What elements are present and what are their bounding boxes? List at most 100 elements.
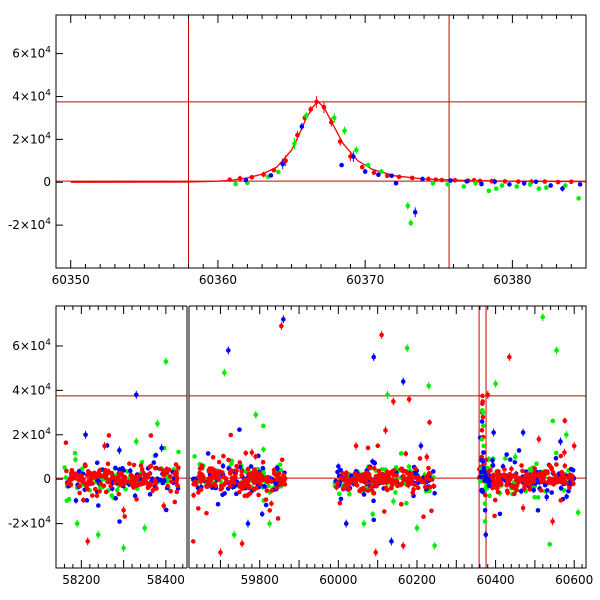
blue-data-point (113, 496, 119, 501)
blue-data-point (159, 445, 164, 451)
green-data-point (303, 113, 309, 119)
blue-data-point (432, 490, 437, 496)
red-data-point (221, 453, 226, 459)
red-data-point (485, 392, 491, 398)
red-data-point (77, 490, 82, 496)
red-data-point (133, 478, 138, 483)
green-data-point (379, 466, 385, 472)
blue-data-point (243, 177, 249, 183)
blue-data-point (558, 439, 563, 444)
green-data-point (499, 183, 505, 188)
red-data-point (526, 477, 532, 482)
red-data-point (512, 491, 517, 497)
red-data-point (554, 462, 559, 467)
blue-data-point (570, 467, 576, 473)
green-data-point (532, 494, 537, 500)
red-data-point (93, 474, 99, 480)
blue-data-point (274, 465, 280, 470)
red-data-point (429, 477, 435, 482)
red-data-point (245, 493, 251, 498)
red-data-point (480, 393, 485, 399)
red-data-point (337, 139, 343, 144)
red-data-point (514, 487, 519, 493)
red-data-point (358, 486, 364, 492)
red-data-point (509, 466, 514, 472)
red-data-point (421, 514, 426, 520)
red-data-point (452, 178, 458, 183)
red-data-point (277, 481, 283, 486)
red-data-point (383, 428, 388, 433)
red-data-point (267, 508, 273, 513)
y-tick-exponent: 4 (45, 217, 51, 227)
blue-data-point (76, 469, 82, 474)
red-data-point (417, 456, 423, 461)
green-data-point (414, 525, 420, 531)
blue-data-point (491, 430, 496, 435)
red-data-point (398, 501, 404, 507)
green-data-point (550, 418, 556, 424)
red-data-point (127, 461, 132, 466)
green-data-point (163, 359, 169, 364)
red-data-point (431, 483, 437, 489)
green-data-point (512, 454, 518, 460)
red-data-point (367, 465, 372, 471)
red-data-point (373, 550, 379, 555)
blue-data-point (482, 507, 488, 513)
bottom-x-axis-ticks: 58200 58400 59800 60000 60200 60400 60600 (55, 306, 593, 587)
red-data-point (532, 470, 537, 476)
axis-break-gap (187, 305, 189, 569)
red-data-point (103, 489, 109, 495)
red-data-point (412, 474, 417, 480)
red-data-point (271, 471, 277, 476)
red-data-point (152, 465, 158, 471)
red-data-point (426, 476, 431, 482)
red-data-point (400, 467, 405, 472)
red-data-point (73, 471, 78, 477)
red-data-point (234, 468, 239, 473)
red-data-point (344, 470, 349, 476)
red-data-point (230, 478, 236, 484)
red-data-point (353, 472, 359, 477)
red-data-point (379, 332, 384, 338)
red-data-point (88, 480, 94, 485)
red-data-point (161, 503, 167, 509)
red-data-point (520, 505, 526, 511)
red-data-point (380, 472, 386, 477)
red-data-point (143, 476, 148, 481)
red-data-point (409, 175, 415, 181)
x-tick-label: 60000 (319, 573, 357, 587)
blue-data-point (560, 186, 565, 191)
blue-data-point (153, 452, 159, 458)
green-data-point (575, 510, 581, 515)
red-data-point (64, 468, 69, 474)
blue-data-point (259, 511, 265, 517)
blue-data-point (448, 178, 453, 183)
red-data-point (153, 479, 158, 484)
y-tick-mantissa: 2×10 (12, 132, 45, 146)
red-data-point (559, 470, 565, 476)
red-data-point (240, 486, 245, 491)
red-data-point (83, 463, 88, 469)
blue-data-point (492, 179, 498, 184)
blue-data-point (343, 521, 349, 526)
red-data-point (264, 475, 270, 480)
red-data-point (139, 467, 145, 472)
red-data-point (199, 463, 205, 468)
blue-data-point (237, 427, 242, 432)
red-data-point (204, 484, 209, 490)
green-data-point (493, 381, 498, 387)
red-data-point (498, 481, 504, 487)
red-data-point (482, 492, 488, 498)
red-data-point (558, 453, 564, 459)
green-data-point (481, 443, 486, 449)
bottom-data-points (62, 313, 581, 557)
red-data-point (362, 474, 368, 480)
red-data-point (508, 474, 513, 479)
green-data-point (266, 483, 271, 489)
blue-data-point (558, 485, 564, 491)
red-data-point (426, 176, 431, 182)
red-data-point (346, 487, 352, 492)
blue-data-point (245, 521, 251, 526)
green-data-point (114, 487, 120, 493)
